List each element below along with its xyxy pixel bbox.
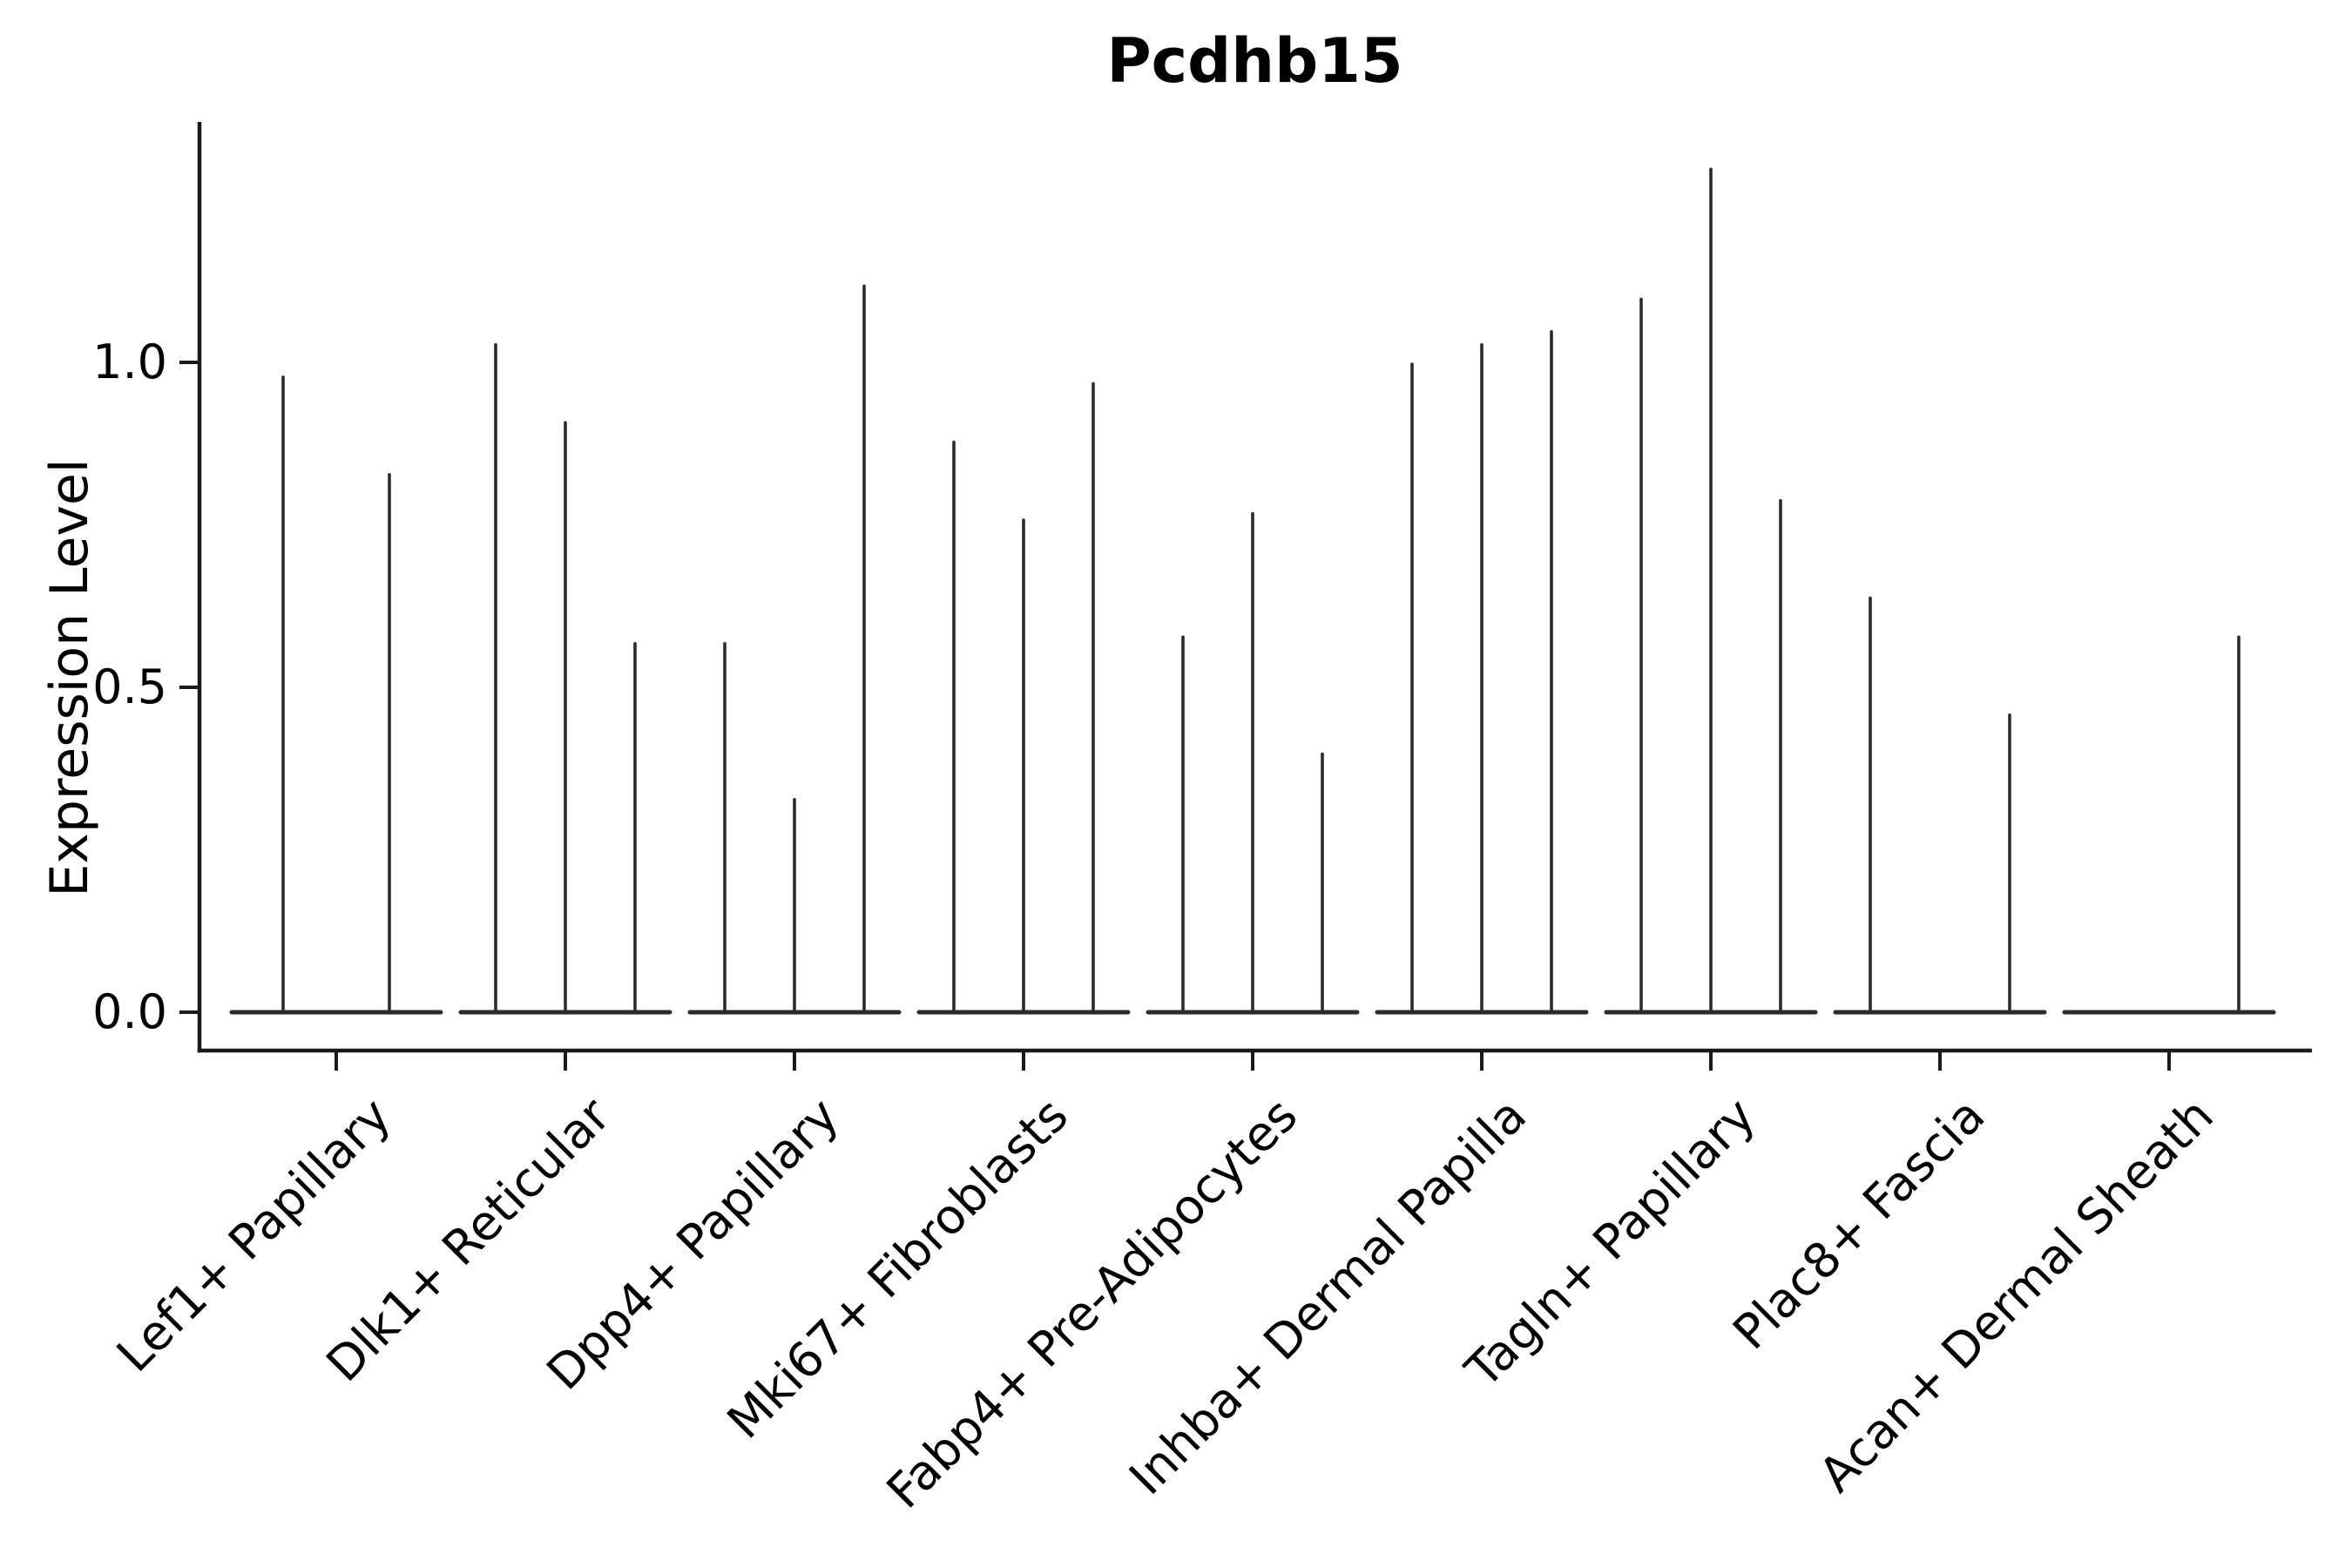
y-tick-label: 0.0	[92, 984, 167, 1039]
y-tick-label: 1.0	[92, 335, 167, 389]
chart-title: Pcdhb15	[1106, 25, 1403, 97]
x-tick-label: Acan+ Dermal Sheath	[0, 1087, 2224, 1503]
y-tick-label: 0.5	[92, 659, 167, 714]
